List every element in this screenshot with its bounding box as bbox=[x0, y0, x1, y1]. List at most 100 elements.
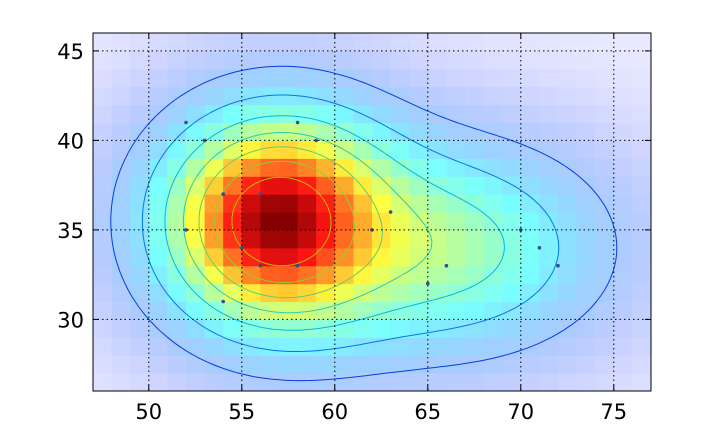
heatmap-cell bbox=[632, 319, 651, 338]
heatmap-cell bbox=[558, 283, 578, 303]
heatmap-cell bbox=[520, 122, 540, 141]
heatmap-cell bbox=[558, 265, 578, 285]
heatmap-cell bbox=[223, 140, 243, 159]
heatmap-cell bbox=[576, 212, 596, 231]
heatmap-cell bbox=[427, 212, 447, 231]
heatmap-cell bbox=[427, 301, 447, 320]
heatmap-cell bbox=[130, 33, 150, 52]
heatmap-cell bbox=[279, 68, 299, 88]
heatmap-cell bbox=[613, 212, 633, 231]
heatmap-cell bbox=[186, 33, 206, 52]
heatmap-cell bbox=[409, 50, 429, 70]
heatmap-cell bbox=[241, 319, 261, 338]
heatmap-cell bbox=[111, 104, 131, 124]
heatmap-cell bbox=[111, 140, 131, 159]
heatmap-cell bbox=[204, 140, 224, 159]
heatmap-cell bbox=[576, 355, 596, 374]
heatmap-cell bbox=[502, 373, 522, 391]
heatmap-cell bbox=[130, 50, 150, 70]
heatmap-cell bbox=[353, 176, 373, 195]
heatmap-cell bbox=[483, 140, 503, 159]
heatmap-cell bbox=[130, 283, 150, 303]
heatmap-cell bbox=[595, 140, 615, 159]
heatmap-cell bbox=[409, 33, 429, 52]
heatmap-cell bbox=[539, 283, 559, 303]
heatmap-cell bbox=[465, 283, 485, 303]
heatmap-cell bbox=[390, 355, 410, 374]
heatmap-cell bbox=[186, 229, 206, 249]
heatmap-cell bbox=[204, 122, 224, 141]
heatmap-cell bbox=[372, 122, 392, 141]
heatmap-cell bbox=[279, 140, 299, 159]
heatmap-cell bbox=[427, 229, 447, 249]
heatmap-cell bbox=[93, 176, 113, 195]
heatmap-cell bbox=[632, 122, 651, 141]
heatmap-cell bbox=[427, 104, 447, 124]
heatmap-cell bbox=[186, 194, 206, 213]
heatmap-cell bbox=[390, 68, 410, 88]
heatmap-cell bbox=[167, 319, 187, 338]
heatmap-cell bbox=[223, 33, 243, 52]
heatmap-cell bbox=[316, 337, 336, 356]
heatmap-cell bbox=[558, 122, 578, 141]
heatmap-cell bbox=[576, 68, 596, 88]
heatmap-cell bbox=[409, 140, 429, 159]
heatmap-cell bbox=[595, 229, 615, 249]
heatmap-cell bbox=[241, 194, 261, 213]
heatmap-cell bbox=[130, 68, 150, 88]
heatmap-cell bbox=[613, 301, 633, 320]
heatmap-cell bbox=[93, 247, 113, 267]
heatmap-cell bbox=[93, 265, 113, 285]
heatmap-cell bbox=[502, 229, 522, 249]
heatmap-cell bbox=[465, 373, 485, 391]
heatmap-cell bbox=[241, 86, 261, 106]
heatmap-cell bbox=[148, 247, 168, 267]
heatmap-cell bbox=[372, 50, 392, 70]
sample-point bbox=[426, 281, 430, 286]
heatmap-cell bbox=[595, 319, 615, 338]
heatmap-cell bbox=[260, 68, 280, 88]
heatmap-cell bbox=[334, 176, 354, 195]
heatmap-cell bbox=[93, 301, 113, 320]
heatmap-cell bbox=[502, 176, 522, 195]
heatmap-cell bbox=[260, 176, 280, 195]
heatmap-cell bbox=[93, 229, 113, 249]
heatmap-cell bbox=[446, 140, 466, 159]
heatmap-cell bbox=[223, 212, 243, 231]
heatmap-cell bbox=[632, 158, 651, 177]
heatmap-cell bbox=[148, 283, 168, 303]
heatmap-cell bbox=[613, 194, 633, 213]
heatmap-cell bbox=[260, 50, 280, 70]
heatmap-cell bbox=[613, 50, 633, 70]
heatmap-cell bbox=[148, 355, 168, 374]
heatmap-cell bbox=[223, 194, 243, 213]
heatmap-cell bbox=[502, 122, 522, 141]
heatmap-cell bbox=[390, 176, 410, 195]
heatmap-cell bbox=[223, 86, 243, 106]
heatmap-cell bbox=[297, 265, 317, 285]
heatmap-cell bbox=[223, 301, 243, 320]
heatmap-cell bbox=[353, 50, 373, 70]
heatmap-cell bbox=[204, 283, 224, 303]
heatmap-cell bbox=[167, 337, 187, 356]
heatmap-cell bbox=[595, 247, 615, 267]
heatmap-cell bbox=[148, 158, 168, 177]
heatmap-cell bbox=[148, 86, 168, 106]
heatmap-cell bbox=[576, 229, 596, 249]
heatmap-cell bbox=[613, 319, 633, 338]
heatmap-cell bbox=[465, 50, 485, 70]
sample-point bbox=[388, 210, 393, 214]
heatmap-cell bbox=[334, 229, 354, 249]
heatmap-cell bbox=[316, 50, 336, 70]
heatmap-cell bbox=[241, 104, 261, 124]
heatmap-cell bbox=[130, 265, 150, 285]
heatmap-cell bbox=[353, 301, 373, 320]
sample-point bbox=[295, 120, 300, 125]
heatmap-cell bbox=[613, 122, 633, 141]
heatmap-cell bbox=[204, 229, 224, 249]
heatmap-cell bbox=[130, 104, 150, 124]
heatmap-cell bbox=[279, 158, 299, 177]
heatmap-cell bbox=[502, 104, 522, 124]
heatmap-cell bbox=[576, 337, 596, 356]
